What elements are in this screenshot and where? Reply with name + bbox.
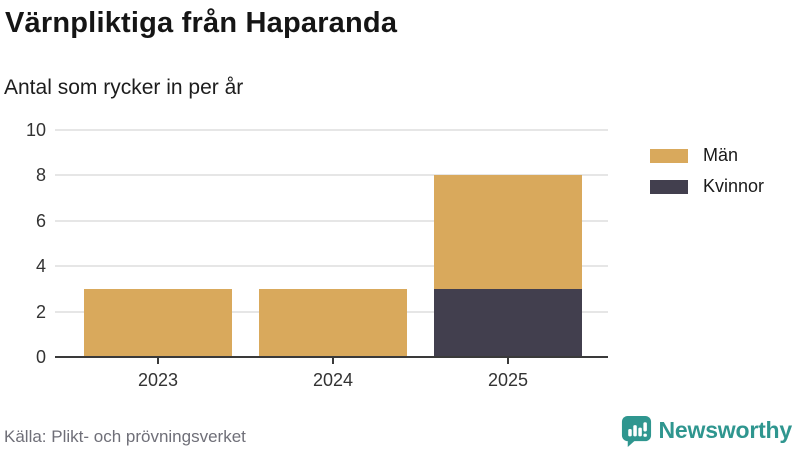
y-axis-tick-label: 10: [25, 120, 46, 140]
gridline-y8: [55, 174, 608, 177]
newsworthy-branding: Newsworthy: [620, 414, 792, 447]
gridline-y4: [55, 265, 608, 268]
x-axis-tick: [507, 358, 509, 364]
y-axis-tick-label: 4: [35, 256, 46, 277]
bar-chart-speech-bubble-icon: [621, 415, 651, 447]
x-axis-category-label: 2024: [312, 370, 354, 390]
chart-legend: Män Kvinnor: [650, 145, 764, 207]
y-axis-tick-label: 0: [35, 347, 46, 367]
brand-name: Newsworthy: [658, 417, 793, 443]
source-attribution: Källa: Plikt- och prövningsverket: [4, 427, 246, 446]
page-title: Värnpliktiga från Haparanda: [5, 7, 398, 39]
bar-2025-kvinnor: [434, 288, 582, 357]
y-axis-tick-label: 2: [35, 301, 46, 322]
legend-label-women: Kvinnor: [703, 176, 765, 196]
y-axis-tick-label: 8: [35, 165, 46, 186]
men-color-swatch: [650, 148, 688, 163]
women-color-swatch: [650, 179, 688, 194]
bar-2024-män: [259, 288, 407, 357]
x-axis-category-label: 2025: [487, 370, 529, 390]
bar-2025-män: [434, 175, 582, 289]
legend-label-men: Män: [703, 145, 739, 165]
legend-item-women: Kvinnor: [650, 176, 764, 197]
x-axis-category-label: 2023: [137, 370, 179, 390]
gridline-y6: [55, 219, 608, 222]
gridline-y10: [55, 129, 608, 131]
x-axis-line: [55, 356, 608, 358]
bar-2023-män: [84, 288, 232, 357]
y-axis-tick-label: 6: [35, 210, 46, 231]
x-axis-tick: [157, 358, 159, 364]
legend-item-men: Män: [650, 145, 764, 166]
chart-subtitle: Antal som rycker in per år: [4, 76, 244, 99]
x-axis-tick: [332, 358, 334, 364]
